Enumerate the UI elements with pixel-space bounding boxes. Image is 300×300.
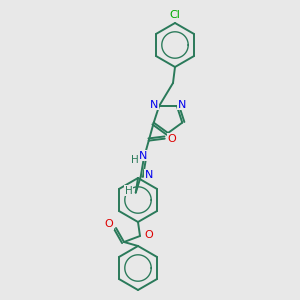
Text: O: O	[105, 219, 113, 229]
Text: H: H	[131, 154, 139, 165]
Text: H: H	[125, 186, 133, 196]
Text: O: O	[167, 134, 176, 144]
Text: N: N	[178, 100, 186, 110]
Text: N: N	[145, 169, 153, 180]
Text: N: N	[139, 151, 147, 160]
Text: N: N	[150, 100, 158, 110]
Text: O: O	[145, 230, 153, 240]
Text: Cl: Cl	[169, 10, 180, 20]
